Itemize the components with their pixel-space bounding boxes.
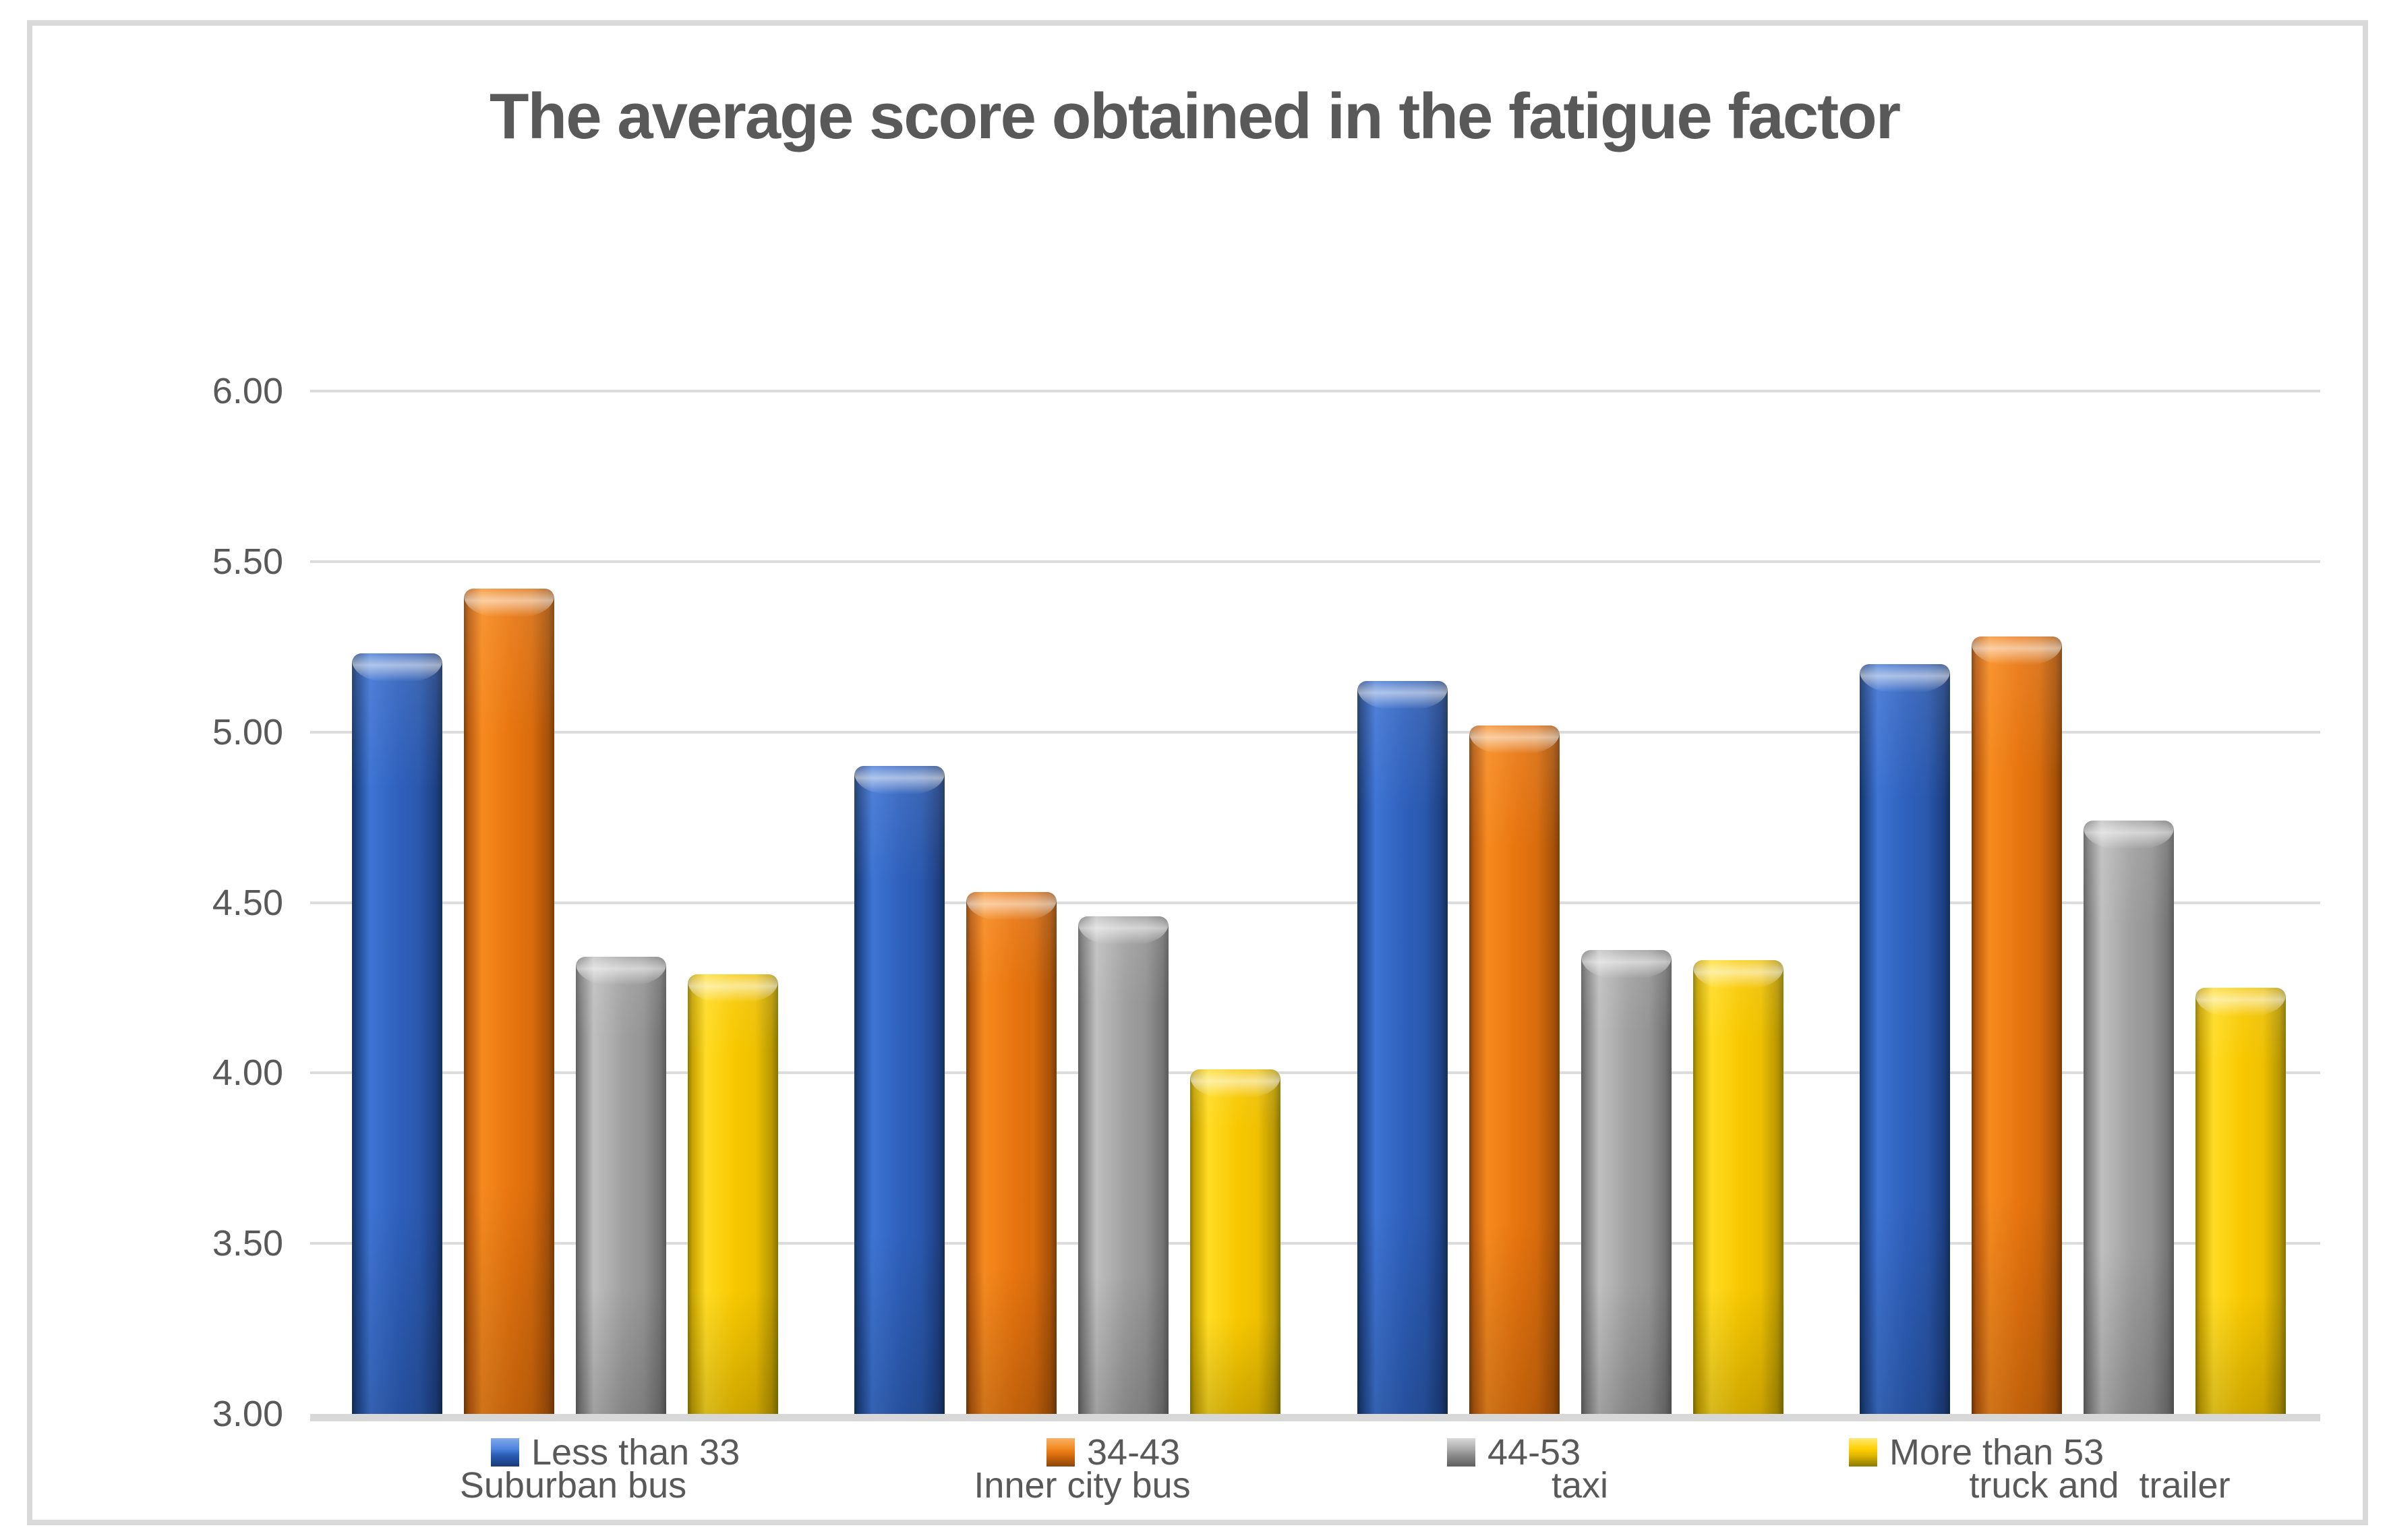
gridline	[310, 1071, 2320, 1075]
legend-label: 44-53	[1487, 1432, 1581, 1473]
legend-label: 34-43	[1087, 1432, 1181, 1473]
y-axis-tick-label: 6.00	[212, 371, 283, 411]
y-axis-tick-label: 4.50	[212, 882, 283, 923]
gridline	[310, 901, 2320, 904]
bar-44-53-inner-city-bus	[1078, 916, 1169, 1415]
bar-more-than-53-taxi	[1692, 960, 1783, 1414]
x-axis-category-label: Suburban bus	[459, 1465, 687, 1506]
legend-label: Less than 33	[531, 1432, 740, 1473]
legend-item: 34-43	[1046, 1432, 1180, 1473]
bar-more-than-53-suburban-bus	[688, 974, 778, 1415]
bar-44-53-suburban-bus	[576, 957, 666, 1414]
y-axis-tick-label: 3.00	[212, 1394, 283, 1434]
y-axis-tick-label: 5.50	[212, 541, 283, 582]
plot-area	[310, 390, 2320, 1421]
bar-less-than-33-inner-city-bus	[854, 766, 945, 1414]
y-axis-tick-label: 4.00	[212, 1053, 283, 1094]
gridline	[310, 730, 2320, 734]
legend-marker-icon	[1849, 1438, 1877, 1467]
bar-34-43-inner-city-bus	[966, 892, 1057, 1414]
bar-34-43-taxi	[1469, 725, 1560, 1415]
legend-item: 44-53	[1447, 1432, 1581, 1473]
y-axis-tick-label: 3.50	[212, 1223, 283, 1264]
legend-marker-icon	[491, 1438, 519, 1467]
x-axis-line	[310, 1414, 2320, 1421]
legend-marker-icon	[1447, 1438, 1475, 1467]
bar-more-than-53-truck-and-trailer	[2195, 987, 2286, 1415]
gridline	[310, 390, 2320, 392]
y-axis-tick-label: 5.00	[212, 711, 283, 752]
chart-title: The average score obtained in the fatigu…	[489, 80, 1901, 152]
x-axis-category-label: truck and trailer	[1969, 1465, 2231, 1506]
bar-less-than-33-truck-and-trailer	[1859, 663, 1950, 1415]
bar-34-43-truck-and-trailer	[1971, 636, 2062, 1414]
legend-marker-icon	[1046, 1438, 1075, 1467]
bar-less-than-33-suburban-bus	[352, 653, 442, 1414]
bar-44-53-taxi	[1581, 950, 1672, 1414]
bar-44-53-truck-and-trailer	[2083, 821, 2174, 1414]
bar-less-than-33-taxi	[1357, 680, 1448, 1415]
gridline	[310, 560, 2320, 563]
x-axis-category-label: taxi	[1551, 1465, 1609, 1506]
legend-item: More than 53	[1849, 1432, 2104, 1473]
bar-more-than-53-inner-city-bus	[1190, 1069, 1281, 1414]
x-axis-category-label: Inner city bus	[974, 1465, 1191, 1506]
gridline	[310, 1242, 2320, 1245]
legend-label: More than 53	[1889, 1432, 2104, 1473]
legend-item: Less than 33	[491, 1432, 740, 1473]
bar-34-43-suburban-bus	[464, 589, 554, 1414]
